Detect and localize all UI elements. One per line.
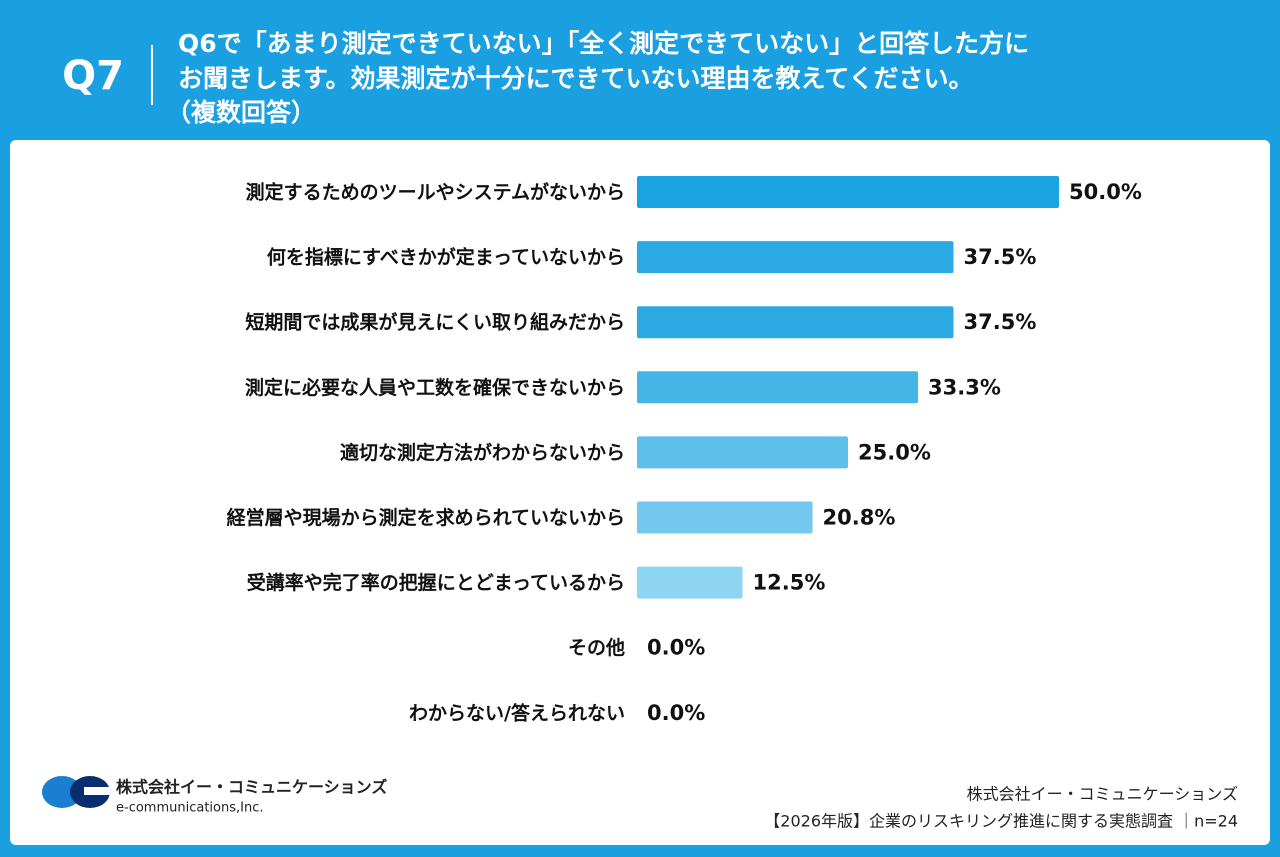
category-label: 経営層や現場から測定を求められていないから [227,506,625,529]
value-label: 20.8% [823,506,896,530]
value-label: 0.0% [647,636,705,660]
value-label: 25.0% [858,440,931,464]
value-label: 37.5% [964,310,1037,334]
bar [637,436,848,469]
bar [637,371,919,404]
bar [637,176,1059,208]
category-label: 適切な測定方法がわからないから [340,441,625,464]
category-label: その他 [568,636,625,659]
category-label: 受講率や完了率の把握にとどまっているから [247,571,625,594]
panel [10,140,1270,845]
category-label: 測定するためのツールやシステムがないから [246,181,625,204]
value-label: 37.5% [964,245,1037,269]
bar [637,501,813,534]
bar [637,566,743,599]
company-en: e-communications,Inc. [116,801,263,816]
title-line: Q6で「あまり測定できていない」「全く測定できていない」と回答した方に [178,29,1029,58]
source-survey: 【2026年版】企業のリスキリング推進に関する実態調査 ｜n=24 [764,812,1238,831]
source-company: 株式会社イー・コミュニケーションズ [967,785,1238,804]
logo [42,776,112,808]
value-label: 50.0% [1069,180,1142,204]
bar [637,241,954,274]
title-line: お聞きします。効果測定が十分にできていない理由を教えてください。 [178,64,974,93]
title-line: （複数回答） [166,98,316,127]
question-number: Q7 [62,53,124,99]
value-label: 33.3% [928,375,1001,399]
category-label: 測定に必要な人員や工数を確保できないから [245,376,625,399]
category-label: 短期間では成果が見えにくい取り組みだから [245,311,625,334]
value-label: 0.0% [647,701,705,725]
value-label: 12.5% [753,571,826,595]
chart: 測定するためのツールやシステムがないから 50.0% 何を指標にすべきかが定まってい… [227,176,1142,725]
logo-mark [42,776,82,808]
bar [637,306,954,339]
company-jp: 株式会社イー・コミュニケーションズ [116,778,387,797]
category-label: 何を指標にすべきかが定まっていないから [267,246,625,269]
category-label: わからない/答えられない [409,701,625,724]
logo-mark [84,787,112,795]
